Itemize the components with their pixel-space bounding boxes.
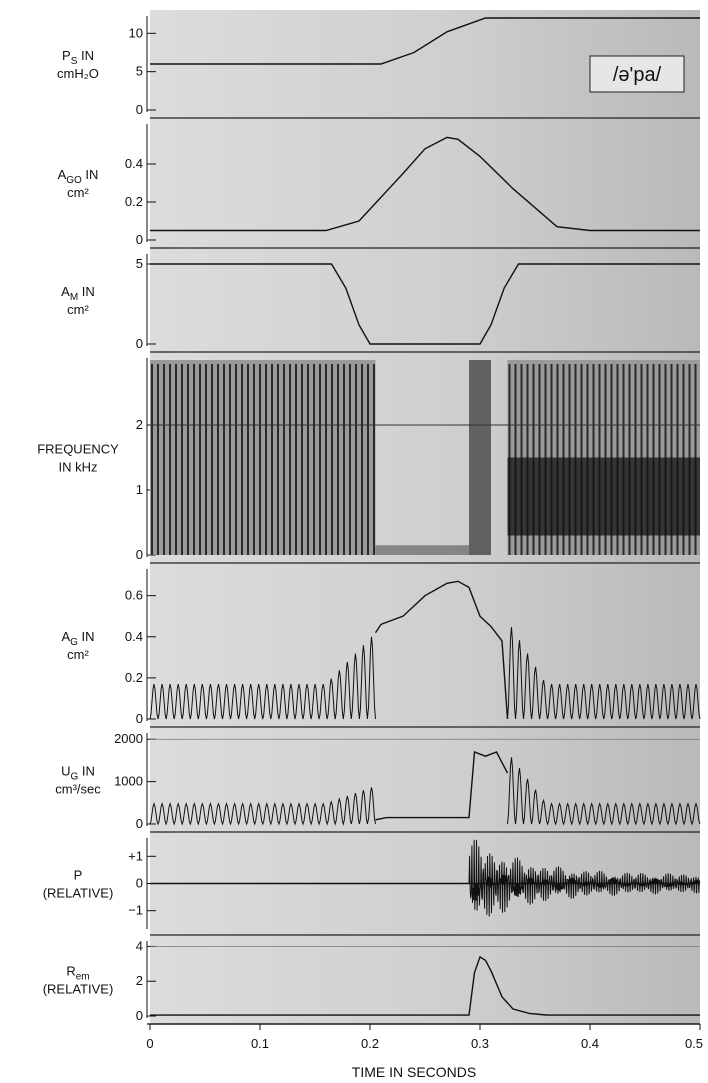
y-tick-label: 0.6 [125,588,143,603]
annotation-box: /ə'pa/ [589,55,685,93]
panel-label: UG IN [61,764,95,783]
y-tick-label: +1 [128,848,143,863]
panel-p: +1 0 −1 P (RELATIVE) [43,838,701,936]
annotation-frame [589,55,685,93]
y-tick-label: 10 [129,25,143,40]
panel-label: AGO IN [58,167,99,186]
x-axis-title: TIME IN SECONDS [352,1064,476,1080]
panel-label-line2: cmH₂O [57,66,99,81]
closure-floor [375,545,469,555]
panel-label: PS IN [62,48,94,67]
panel-label-line2: cm² [67,302,89,317]
pressure-noise-trace [468,839,701,917]
y-tick-label: 0 [136,102,143,117]
y-tick-label: 0 [136,711,143,726]
x-tick-label: 0.4 [581,1036,599,1051]
y-tick-label: 0.2 [125,670,143,685]
y-tick-label: 0.2 [125,194,143,209]
panel-label-line2: cm³/sec [55,782,101,797]
panel-label: AM IN [61,284,95,303]
x-tick-label: 0.3 [471,1036,489,1051]
panel-label: AG IN [61,629,94,648]
y-tick-label: 2 [136,973,143,988]
y-tick-label: 0 [136,816,143,831]
y-tick-label: −1 [128,903,143,918]
panel-label: Rem [66,964,89,983]
glottal-pulse-trace [507,757,701,826]
formant-band [507,457,700,536]
y-tick-label: 0.4 [125,156,143,171]
panel-freq: 2 1 0 FREQUENCY IN kHz [37,358,700,564]
spectrogram-voiced-region [150,360,376,555]
x-tick-label: 0 [146,1036,153,1051]
panel-label: P [74,868,83,883]
release-burst [469,360,491,555]
y-tick-label: 2 [136,417,143,432]
y-tick-label: 0 [136,232,143,247]
y-tick-label: 2000 [114,731,143,746]
y-tick-label: 1000 [114,774,143,789]
series-line [150,136,700,232]
x-tick-label: 0.1 [251,1036,269,1051]
x-tick-label: 0.5 [685,1036,703,1051]
series-line [375,751,509,821]
y-tick-label: 0.4 [125,629,143,644]
y-tick-label: 0 [136,336,143,351]
y-tick-label: 0 [136,1008,143,1023]
series-line [150,17,700,65]
glottal-pulse-trace [149,636,376,720]
series-line [150,955,701,1016]
series-line [150,263,700,345]
panel-label: FREQUENCY [37,442,119,457]
panel-label-line2: IN kHz [59,460,98,475]
x-tick-label: 0.2 [361,1036,379,1051]
panel-label-line2: cm² [67,185,89,200]
annotation-text: /ə'pa/ [613,64,662,86]
x-axis: 0 0.1 0.2 0.3 0.4 0.5 [146,1023,703,1051]
y-tick-label: 1 [136,482,143,497]
panel-label-line2: cm² [67,647,89,662]
panel-label-line2: (RELATIVE) [43,886,114,901]
series-line [374,580,509,720]
y-tick-label: 4 [136,938,143,953]
y-tick-label: 0 [136,547,143,562]
y-tick-label: 0 [136,876,143,891]
y-tick-label: 5 [136,256,143,271]
y-tick-label: 5 [136,64,143,79]
panel-label-line2: (RELATIVE) [43,982,114,997]
glottal-pulse-trace [149,787,376,826]
glottal-pulse-trace [507,626,701,720]
